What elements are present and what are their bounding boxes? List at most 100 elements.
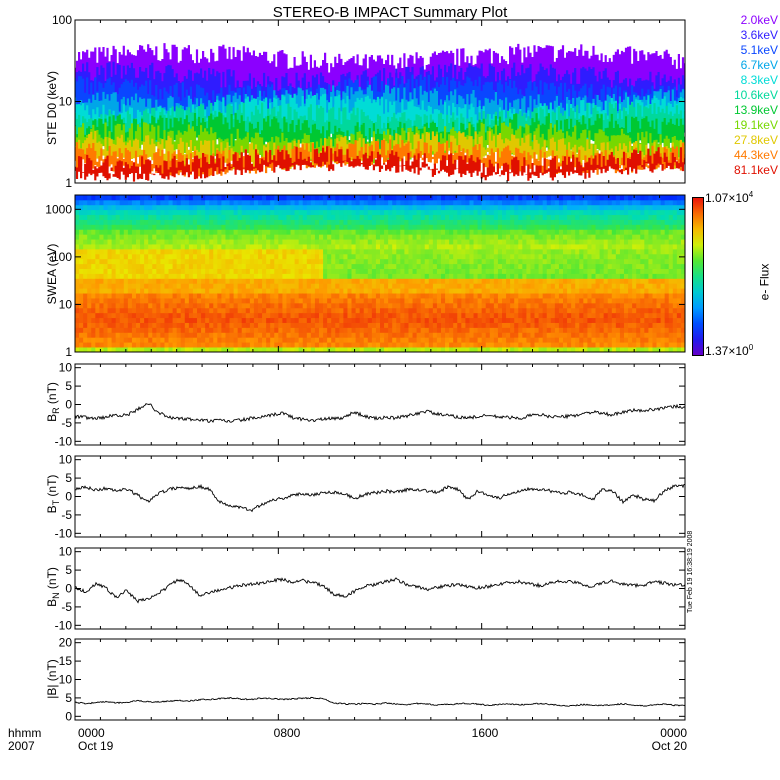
heatmap-cell — [180, 214, 186, 220]
heatmap-cell — [302, 214, 308, 220]
heatmap-cell — [298, 214, 304, 220]
heatmap-cell — [258, 273, 263, 279]
heatmap-cell — [416, 337, 422, 343]
heatmap-cell — [249, 209, 255, 216]
heatmap-cell — [136, 253, 141, 260]
heatmap-cell — [526, 288, 531, 294]
heatmap-cell — [99, 253, 104, 260]
heatmap-cell — [79, 302, 84, 309]
heatmap-cell — [571, 278, 576, 284]
heatmap-cell — [477, 288, 483, 294]
heatmap-cell — [546, 302, 552, 309]
heatmap-cell — [445, 317, 450, 323]
heatmap-cell — [607, 214, 613, 220]
heatmap-cell — [453, 283, 458, 289]
heatmap-cell — [624, 263, 629, 269]
heatmap-cell — [355, 342, 361, 348]
heatmap-cell — [469, 293, 474, 299]
heatmap-cell — [579, 288, 584, 294]
heatmap-cell — [567, 342, 572, 348]
heatmap-cell — [87, 239, 92, 245]
heatmap-cell — [615, 327, 621, 333]
heatmap-cell — [188, 229, 194, 235]
heatmap-cell — [156, 327, 161, 333]
heatmap-cell — [485, 347, 491, 353]
heatmap-cell — [233, 288, 239, 294]
heatmap-cell — [587, 342, 592, 348]
heatmap-cell — [160, 268, 165, 274]
heatmap-cell — [396, 219, 401, 225]
heatmap-cell — [225, 239, 230, 245]
heatmap-cell — [595, 322, 600, 328]
heatmap-cell — [164, 263, 169, 269]
heatmap-cell — [192, 283, 198, 289]
heatmap-cell — [327, 342, 332, 348]
heatmap-cell — [343, 347, 348, 353]
heatmap-cell — [188, 278, 194, 284]
heatmap-cell — [180, 293, 186, 299]
heatmap-cell — [624, 273, 629, 279]
heatmap-cell — [380, 317, 385, 323]
heatmap-cell — [408, 327, 413, 333]
heatmap-cell — [99, 347, 104, 353]
heatmap-cell — [530, 278, 535, 284]
heatmap-cell — [441, 229, 446, 235]
heatmap-cell — [396, 199, 401, 206]
heatmap-cell — [396, 302, 401, 309]
heatmap-cell — [660, 258, 666, 265]
heatmap-cell — [477, 312, 483, 319]
heatmap-cell — [375, 244, 381, 250]
heatmap-cell — [668, 248, 674, 255]
heatmap-cell — [550, 278, 556, 284]
heatmap-cell — [241, 195, 247, 201]
heatmap-cell — [445, 263, 450, 269]
heatmap-cell — [241, 298, 247, 304]
heatmap-cell — [107, 332, 112, 338]
heatmap-cell — [262, 219, 267, 225]
heatmap-cell — [567, 224, 572, 230]
heatmap-cell — [249, 327, 255, 333]
heatmap-cell — [201, 268, 206, 274]
heatmap-cell — [213, 263, 218, 269]
heatmap-cell — [595, 214, 600, 220]
heatmap-cell — [213, 244, 218, 250]
heatmap-cell — [518, 239, 523, 245]
heatmap-cell — [473, 244, 478, 250]
heatmap-cell — [652, 239, 657, 245]
heatmap-cell — [575, 204, 580, 211]
heatmap-cell — [107, 322, 112, 328]
heatmap-cell — [241, 302, 247, 309]
y-tick-label: 100 — [52, 250, 72, 264]
heatmap-cell — [278, 283, 283, 289]
heatmap-cell — [343, 195, 348, 201]
heatmap-cell — [538, 347, 544, 353]
heatmap-cell — [111, 263, 117, 269]
heatmap-cell — [290, 219, 295, 225]
heatmap-cell — [457, 298, 462, 304]
heatmap-cell — [245, 195, 251, 201]
heatmap-cell — [282, 239, 287, 245]
heatmap-cell — [579, 204, 584, 211]
heatmap-cell — [571, 327, 576, 333]
heatmap-cell — [119, 327, 125, 333]
heatmap-cell — [253, 229, 259, 235]
heatmap-cell — [518, 209, 523, 216]
heatmap-cell — [392, 199, 397, 206]
heatmap-cell — [79, 332, 84, 338]
heatmap-cell — [652, 219, 657, 225]
heatmap-cell — [172, 347, 178, 353]
heatmap-cell — [205, 337, 210, 343]
heatmap-cell — [148, 312, 153, 319]
heatmap-cell — [676, 302, 682, 309]
heatmap-cell — [270, 302, 275, 309]
heatmap-cell — [591, 229, 596, 235]
heatmap-cell — [583, 199, 588, 206]
heatmap-cell — [282, 268, 287, 274]
heatmap-cell — [485, 195, 491, 201]
heatmap-cell — [432, 253, 438, 260]
heatmap-cell — [152, 342, 157, 348]
heatmap-cell — [375, 288, 381, 294]
heatmap-cell — [607, 268, 613, 274]
heatmap-cell — [579, 278, 584, 284]
heatmap-cell — [335, 258, 340, 265]
